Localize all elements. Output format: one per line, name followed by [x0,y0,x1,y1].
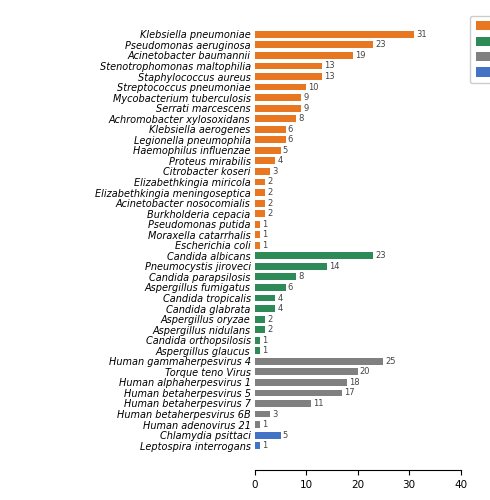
Bar [255,274,296,280]
Legend: Bacteria, Fungus, Virus, Others: Bacteria, Fungus, Virus, Others [470,16,490,84]
Text: 2: 2 [267,314,272,324]
Bar [255,337,260,344]
Text: 2: 2 [267,188,272,197]
Bar [255,31,414,38]
Bar [255,294,275,302]
Text: 1: 1 [262,220,267,228]
Bar [255,189,265,196]
Text: 1: 1 [262,346,267,355]
Bar [255,84,306,90]
Text: 20: 20 [360,368,370,376]
Text: 10: 10 [308,82,319,92]
Bar [255,62,322,70]
Bar [255,284,286,291]
Text: 8: 8 [298,272,303,281]
Bar [255,305,275,312]
Text: 4: 4 [277,294,283,302]
Text: 13: 13 [324,62,334,70]
Text: 23: 23 [375,40,386,50]
Text: 3: 3 [272,410,278,418]
Text: 6: 6 [288,283,293,292]
Bar [255,326,265,333]
Text: 31: 31 [416,30,427,39]
Text: 17: 17 [344,388,355,398]
Bar [255,400,312,407]
Text: 5: 5 [283,430,288,440]
Text: 9: 9 [303,93,308,102]
Text: 6: 6 [288,136,293,144]
Bar [255,178,265,186]
Text: 2: 2 [267,198,272,207]
Bar [255,168,270,175]
Bar [255,242,260,248]
Bar [255,221,260,228]
Text: 6: 6 [288,125,293,134]
Text: 1: 1 [262,441,267,450]
Bar [255,147,280,154]
Bar [255,116,296,122]
Bar [255,263,327,270]
Text: 18: 18 [349,378,360,387]
Bar [255,358,384,364]
Text: 1: 1 [262,230,267,239]
Bar [255,104,301,112]
Bar [255,316,265,322]
Text: 11: 11 [314,399,324,408]
Bar [255,232,260,238]
Bar [255,210,265,217]
Text: 2: 2 [267,209,272,218]
Text: 23: 23 [375,252,386,260]
Text: 4: 4 [277,304,283,313]
Text: 14: 14 [329,262,340,271]
Bar [255,200,265,206]
Bar [255,158,275,164]
Text: 25: 25 [386,357,396,366]
Text: 13: 13 [324,72,334,81]
Bar [255,94,301,101]
Bar [255,379,347,386]
Text: 1: 1 [262,241,267,250]
Bar [255,432,280,438]
Bar [255,136,286,143]
Text: 19: 19 [355,51,365,60]
Text: 8: 8 [298,114,303,123]
Bar [255,42,373,48]
Bar [255,252,373,259]
Text: 9: 9 [303,104,308,112]
Bar [255,126,286,132]
Text: 2: 2 [267,178,272,186]
Bar [255,442,260,449]
Bar [255,410,270,418]
Bar [255,421,260,428]
Bar [255,52,353,59]
Text: 3: 3 [272,167,278,176]
Bar [255,348,260,354]
Text: 1: 1 [262,336,267,344]
Bar [255,390,342,396]
Text: 2: 2 [267,325,272,334]
Text: 4: 4 [277,156,283,166]
Bar [255,368,358,376]
Text: 5: 5 [283,146,288,155]
Text: 1: 1 [262,420,267,429]
Bar [255,73,322,80]
